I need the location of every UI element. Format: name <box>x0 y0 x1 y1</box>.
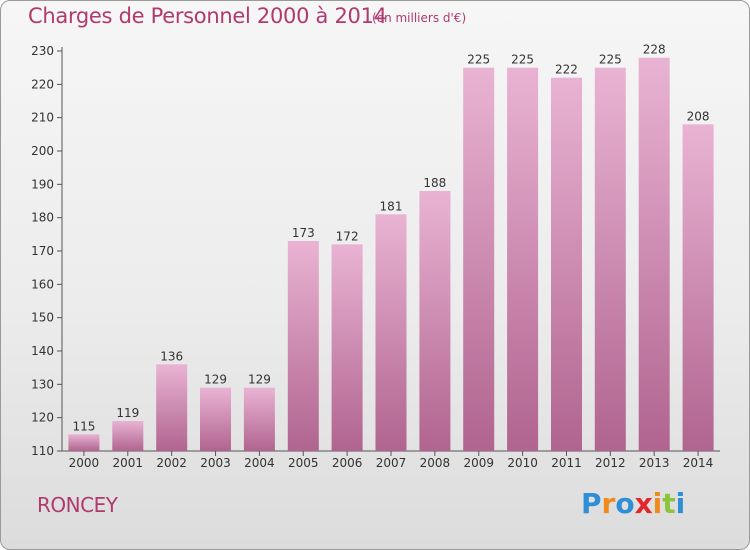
logo-letter: P <box>581 487 602 520</box>
logo-letter: i <box>675 487 686 520</box>
data-label-2002: 136 <box>160 349 183 363</box>
y-tick-label: 210 <box>31 111 54 125</box>
y-tick-label: 110 <box>31 444 54 458</box>
bar-2014 <box>682 124 714 452</box>
x-tick-label: 2009 <box>463 456 494 470</box>
data-label-2009: 225 <box>467 53 490 67</box>
bar-2008 <box>419 191 451 451</box>
chart-labels: 110 120 130 140 150 160 170 180 190 200 210 220 230 2… <box>31 43 713 470</box>
x-tick-label: 2001 <box>113 456 144 470</box>
bar-2002 <box>156 364 188 451</box>
y-tick-label: 180 <box>31 211 54 225</box>
y-tick-label: 220 <box>31 77 54 91</box>
bar-2004 <box>243 387 275 451</box>
data-label-2005: 173 <box>292 226 315 240</box>
x-tick-label: 2008 <box>420 456 451 470</box>
bar-2003 <box>200 387 231 451</box>
x-tick-label: 2011 <box>551 456 582 470</box>
y-tick-label: 190 <box>31 177 54 191</box>
y-tick-label: 230 <box>31 44 54 58</box>
data-label-2008: 188 <box>423 176 446 190</box>
data-label-2014: 208 <box>687 109 710 123</box>
logo-letter: o <box>615 487 635 520</box>
data-label-2010: 225 <box>511 53 534 67</box>
y-tick-label: 160 <box>31 277 54 291</box>
bar-2012 <box>594 67 626 451</box>
x-tick-label: 2010 <box>507 456 538 470</box>
bar-2009 <box>463 67 495 451</box>
x-tick-label: 2013 <box>639 456 670 470</box>
data-label-2000: 115 <box>72 419 95 433</box>
y-tick-label: 140 <box>31 344 54 358</box>
x-tick-label: 2000 <box>69 456 100 470</box>
x-tick-label: 2006 <box>332 456 363 470</box>
x-tick-label: 2012 <box>595 456 626 470</box>
data-label-2011: 222 <box>555 63 578 77</box>
y-tick-label: 170 <box>31 244 54 258</box>
x-tick-label: 2014 <box>683 456 714 470</box>
bar-2000 <box>68 434 100 451</box>
y-tick-label: 150 <box>31 311 54 325</box>
data-label-2001: 119 <box>116 406 139 420</box>
commune-name: RONCEY <box>37 493 118 517</box>
bar-2013 <box>638 57 670 451</box>
x-tick-label: 2004 <box>244 456 275 470</box>
logo-letter: r <box>601 487 616 520</box>
data-label-2004: 129 <box>248 373 271 387</box>
data-label-2007: 181 <box>380 199 403 213</box>
x-tick-label: 2002 <box>156 456 187 470</box>
data-label-2006: 172 <box>336 229 359 243</box>
x-tick-label: 2003 <box>200 456 231 470</box>
y-tick-label: 200 <box>31 144 54 158</box>
logo-letter: t <box>662 487 676 520</box>
x-tick-label: 2007 <box>376 456 407 470</box>
logo-letter: x <box>634 487 653 520</box>
logo-letter: i <box>652 487 663 520</box>
y-tick-label: 130 <box>31 377 54 391</box>
bar-2006 <box>331 244 363 451</box>
bar-2011 <box>551 77 582 451</box>
x-tick-label: 2005 <box>288 456 319 470</box>
data-label-2012: 225 <box>599 53 622 67</box>
chart-title: Charges de Personnel 2000 à 2014 <box>28 4 387 28</box>
chart-subtitle: (en milliers d'€) <box>372 11 467 25</box>
bar-2005 <box>287 241 319 451</box>
bar-2001 <box>112 421 144 451</box>
bar-2010 <box>507 67 539 451</box>
data-label-2013: 228 <box>643 43 666 57</box>
proxiti-logo: Proxiti <box>581 487 685 520</box>
bar-2007 <box>375 214 407 451</box>
data-label-2003: 129 <box>204 373 227 387</box>
y-tick-label: 120 <box>31 411 54 425</box>
chart-bars <box>68 57 714 452</box>
